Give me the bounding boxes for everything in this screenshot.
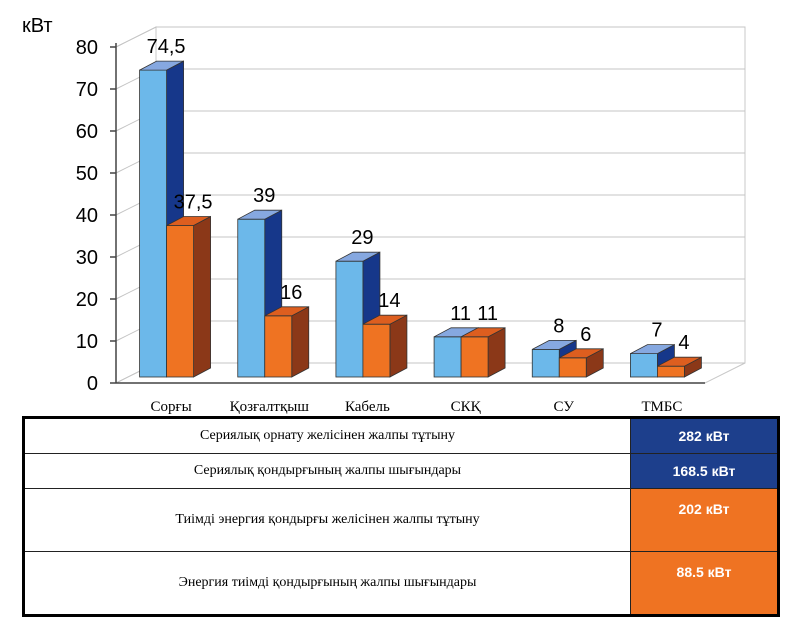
bar [657,365,685,378]
data-label: 11 [450,303,471,325]
bar-top [559,348,604,359]
table-row: Сериялық қондырғының жалпы шығындары 168… [23,453,779,489]
gridline [115,26,745,48]
bar-top [237,209,282,220]
y-tick-label: 0 [87,373,98,395]
row-value: 282 кВт [630,417,779,454]
y-tick-label: 60 [76,121,98,143]
data-label: 39 [253,185,275,207]
data-label: 37,5 [174,192,213,214]
bar-top [139,60,184,71]
x-tick-label: ТМБС [642,399,683,415]
y-axis: 0 10 20 30 40 50 60 70 80 кВт [22,15,117,395]
data-label: 6 [580,324,591,346]
bar [531,348,560,378]
bar [558,357,587,378]
row-label: Сериялық қондырғының жалпы шығындары [23,453,631,489]
bars: 74,5 37,5 39 16 29 14 11 11 8 6 74 [139,36,702,378]
row-label: Энергия тиімді қондырғының жалпы шығында… [23,551,631,616]
y-tick-label: 50 [76,163,98,185]
y-tick-label: 10 [76,331,98,353]
x-tick-label: СУ [554,399,575,415]
bar-top [532,339,577,350]
data-label: 16 [280,282,302,304]
bar [264,315,293,378]
table-row: Энергия тиімді қондырғының жалпы шығында… [23,551,779,616]
y-tick-label: 80 [76,37,98,59]
bar-side [193,215,211,378]
row-label: Тиімді энергия қондырғы желісінен жалпы … [23,488,631,552]
bar-side [291,306,310,378]
table-row: Сериялық орнату желісінен жалпы тұтыну 2… [23,417,779,454]
data-label: 14 [378,290,400,312]
row-value: 168.5 кВт [630,453,779,489]
bar [139,69,167,378]
y-tick-label: 20 [76,289,98,311]
bar-top [362,314,408,325]
y-tick-label: 40 [76,205,98,227]
bar-top [264,306,309,317]
data-label: 11 [477,303,498,325]
row-value: 88.5 кВт [630,551,779,616]
bar [630,353,658,378]
data-label: 8 [553,315,564,337]
x-tick-label: СКҚ [451,399,482,415]
bar-side [389,314,408,378]
bar [460,336,489,378]
y-tick-label: 30 [76,247,98,269]
bar-top [166,216,211,226]
bar-top [460,327,506,338]
row-value: 202 кВт [630,488,779,552]
data-label: 29 [351,227,373,249]
data-label: 74,5 [147,36,186,58]
data-label: 7 [651,320,662,342]
bar [335,260,364,378]
bar [166,225,194,378]
data-label: 4 [678,332,689,354]
y-axis-label: кВт [22,15,53,37]
x-tick-label: Сорғы [150,399,191,415]
x-tick-label: Кабель [345,399,390,415]
y-tick-label: 70 [76,79,98,101]
bar [433,336,462,378]
bar [362,323,391,378]
x-axis: Сорғы Қозғалтқыш Кабель СКҚ СУ ТМБС [116,382,705,415]
table-row: Тиімді энергия қондырғы желісінен жалпы … [23,488,779,552]
bar-chart: 0 10 20 30 40 50 60 70 80 кВт 74,5 37,5 39 16 29 14 11 1… [22,15,746,415]
bar-top [657,356,702,367]
bar [237,218,266,378]
row-label: Сериялық орнату желісінен жалпы тұтыну [23,417,631,454]
x-tick-label: Қозғалтқыш [230,399,310,415]
bar-top [335,251,381,262]
bar-top [630,344,675,355]
summary-table: Сериялық орнату желісінен жалпы тұтыну 2… [22,416,780,617]
